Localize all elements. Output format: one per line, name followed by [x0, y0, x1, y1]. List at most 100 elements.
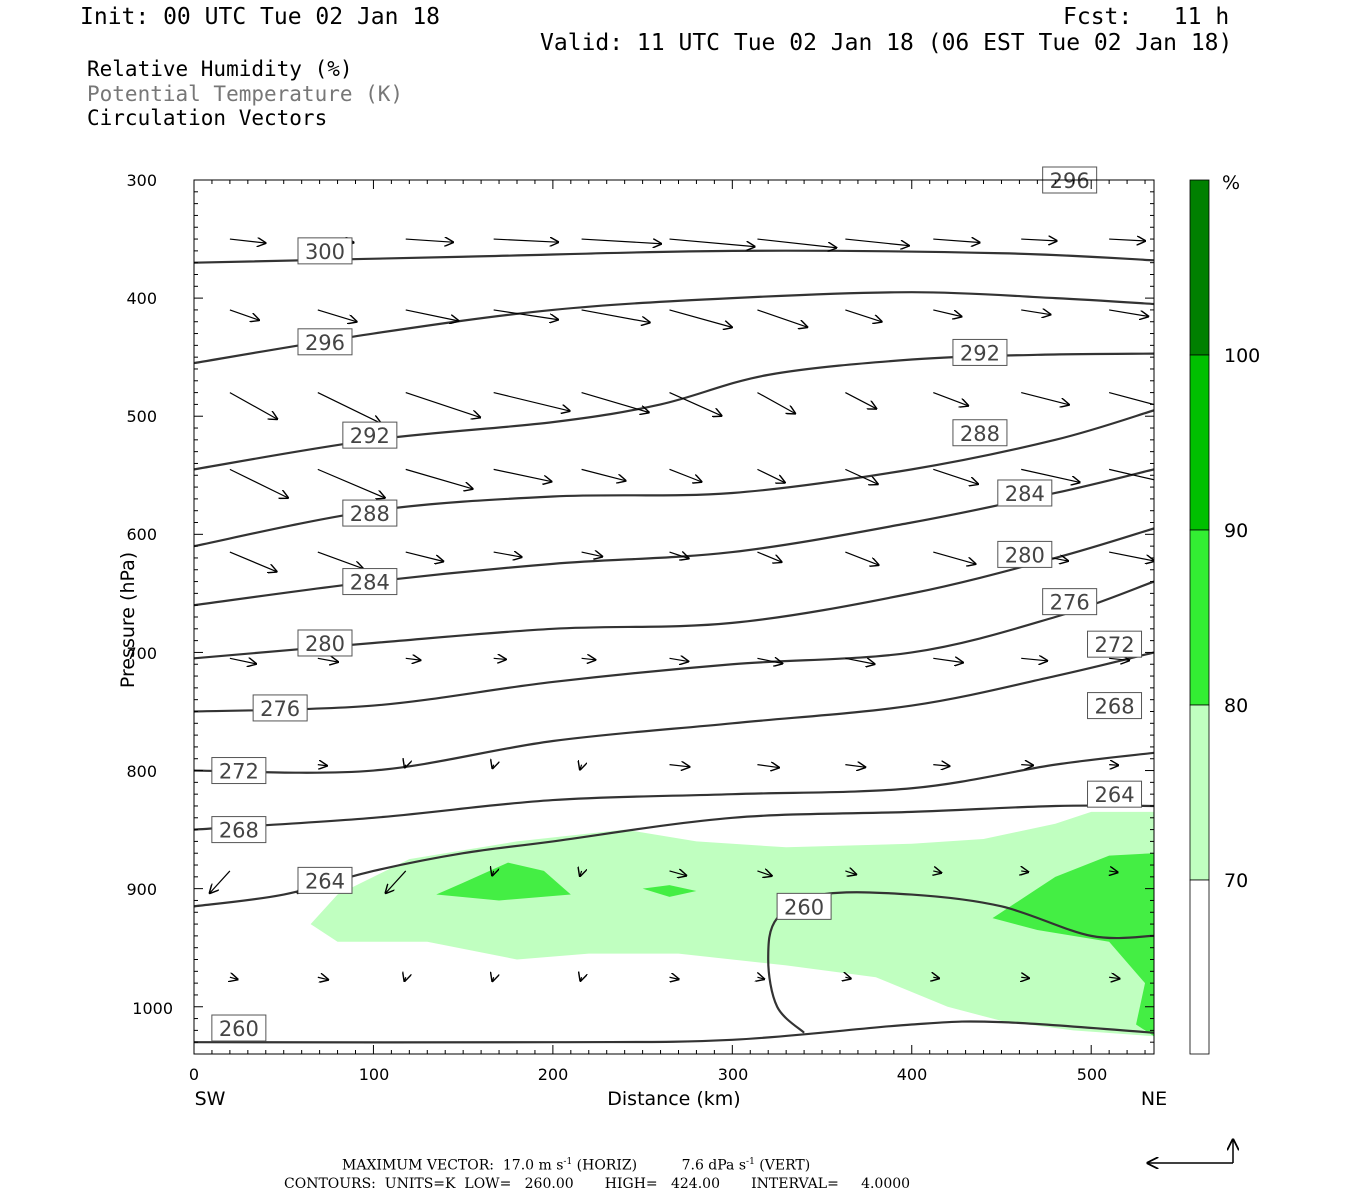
- circulation-vector-34: [317, 468, 385, 497]
- contour-label-292: 292: [342, 421, 398, 449]
- x-tick-300: 300: [718, 1065, 749, 1084]
- circulation-vector-50: [757, 551, 781, 562]
- circulation-vector-21: [1109, 309, 1148, 316]
- circulation-vector-6: [757, 238, 836, 248]
- circulation-vector-14: [493, 309, 558, 320]
- circulation-vector-29: [845, 392, 876, 409]
- svg-text:260: 260: [219, 1017, 259, 1041]
- circulation-vector-59: [581, 658, 596, 660]
- circulation-vector-54: [1109, 551, 1154, 561]
- svg-text:276: 276: [1050, 591, 1090, 615]
- colorbar-label-90: 90: [1224, 520, 1248, 542]
- colorbar: % 100 90 80 70: [1189, 172, 1260, 1055]
- x-axis-label: Distance (km): [607, 1088, 740, 1110]
- circulation-vector-40: [845, 468, 877, 484]
- circulation-vector-13: [405, 309, 458, 321]
- circulation-vector-55: [229, 658, 256, 663]
- y-tick-800: 800: [126, 762, 157, 781]
- field-title-rh: Relative Humidity (%): [87, 57, 353, 81]
- svg-text:280: 280: [305, 632, 345, 656]
- circulation-vector-9: [1021, 239, 1056, 241]
- circulation-vector-81: [580, 871, 582, 876]
- circulation-vector-90: [405, 977, 406, 981]
- circulation-vector-44: [229, 551, 277, 572]
- circulation-vector-35: [405, 468, 473, 488]
- circulation-vector-69: [493, 765, 494, 768]
- contour-label-292: 292: [952, 338, 1008, 366]
- contour-label-272: 272: [211, 757, 267, 785]
- circulation-vector-74: [933, 765, 949, 767]
- circulation-vector-94: [757, 977, 764, 979]
- y-tick-700: 700: [126, 644, 157, 663]
- theta-contour-260-10: [194, 1020, 1154, 1044]
- circulation-vector-98: [1109, 977, 1119, 978]
- svg-text:288: 288: [960, 422, 1000, 446]
- circulation-vector-73: [845, 765, 865, 768]
- circulation-vector-68: [405, 765, 406, 768]
- circulation-vector-23: [317, 392, 381, 424]
- circulation-vector-15: [581, 309, 650, 323]
- contour-label-280: 280: [997, 540, 1053, 568]
- theta-contour-292-2: [194, 352, 1154, 471]
- circulation-vector-49: [669, 552, 689, 558]
- circulation-vector-27: [669, 392, 722, 416]
- contour-label-280: 280: [297, 629, 353, 657]
- circulation-vector-70: [580, 765, 582, 770]
- circulation-vector-17: [757, 309, 807, 327]
- circulation-vector-30: [933, 392, 968, 406]
- circulation-vector-80: [492, 871, 493, 875]
- circulation-vector-84: [845, 871, 856, 874]
- contour-label-296: 296: [1042, 166, 1098, 194]
- y-tick-400: 400: [126, 289, 157, 308]
- svg-text:296: 296: [1050, 169, 1090, 193]
- circulation-vector-2: [405, 239, 453, 242]
- contour-label-288: 288: [952, 419, 1008, 447]
- x-tick-0: 0: [189, 1065, 199, 1084]
- sw-label: SW: [195, 1088, 226, 1110]
- circulation-vector-37: [581, 468, 626, 480]
- svg-text:264: 264: [1094, 783, 1134, 807]
- circulation-vector-16: [669, 309, 732, 327]
- circulation-vector-0: [229, 239, 265, 243]
- field-title-vectors: Circulation Vectors: [87, 106, 328, 130]
- circulation-vector-42: [1021, 468, 1079, 482]
- colorbar-swatch-100: [1189, 179, 1210, 356]
- circulation-vector-72: [757, 765, 778, 768]
- circulation-vector-95: [845, 977, 850, 978]
- circulation-vector-20: [1021, 310, 1050, 315]
- contour-label-268: 268: [1087, 692, 1143, 720]
- circulation-vector-10: [1109, 239, 1145, 241]
- svg-text:284: 284: [1005, 482, 1045, 506]
- y-tick-600: 600: [126, 525, 157, 544]
- circulation-vector-64: [1021, 658, 1047, 660]
- svg-text:272: 272: [219, 760, 259, 784]
- circulation-vector-51: [845, 551, 878, 565]
- svg-text:284: 284: [350, 571, 390, 595]
- circulation-vector-31: [1021, 392, 1069, 405]
- circulation-vector-71: [669, 765, 690, 767]
- circulation-vector-65: [1109, 658, 1129, 660]
- circulation-vector-25: [493, 392, 570, 411]
- circulation-vector-77: [210, 870, 231, 893]
- x-tick-200: 200: [538, 1065, 569, 1084]
- contour-label-264: 264: [1087, 780, 1143, 808]
- theta-contour-276-6: [194, 580, 1154, 713]
- footer-contours: CONTOURS: UNITS=K LOW= 260.00 HIGH= 424.…: [284, 1176, 911, 1192]
- circulation-vector-97: [1021, 977, 1029, 978]
- circulation-vector-7: [845, 238, 908, 246]
- circulation-vector-38: [669, 468, 702, 481]
- footer-max-vector: MAXIMUM VECTOR: 17.0 m s-1 (HORIZ) 7.6 d…: [342, 1157, 811, 1174]
- svg-text:300: 300: [305, 240, 345, 264]
- y-tick-500: 500: [126, 407, 157, 426]
- circulation-vector-39: [757, 468, 784, 482]
- contour-label-300: 300: [297, 237, 353, 265]
- circulation-vector-8: [933, 239, 979, 242]
- svg-text:268: 268: [1094, 695, 1134, 719]
- circulation-vector-86: [1021, 871, 1028, 872]
- circulation-vector-19: [933, 309, 961, 317]
- contour-label-264: 264: [297, 866, 353, 894]
- contour-label-288: 288: [342, 499, 398, 527]
- circulation-vector-5: [669, 238, 755, 247]
- circulation-vector-92: [581, 977, 582, 980]
